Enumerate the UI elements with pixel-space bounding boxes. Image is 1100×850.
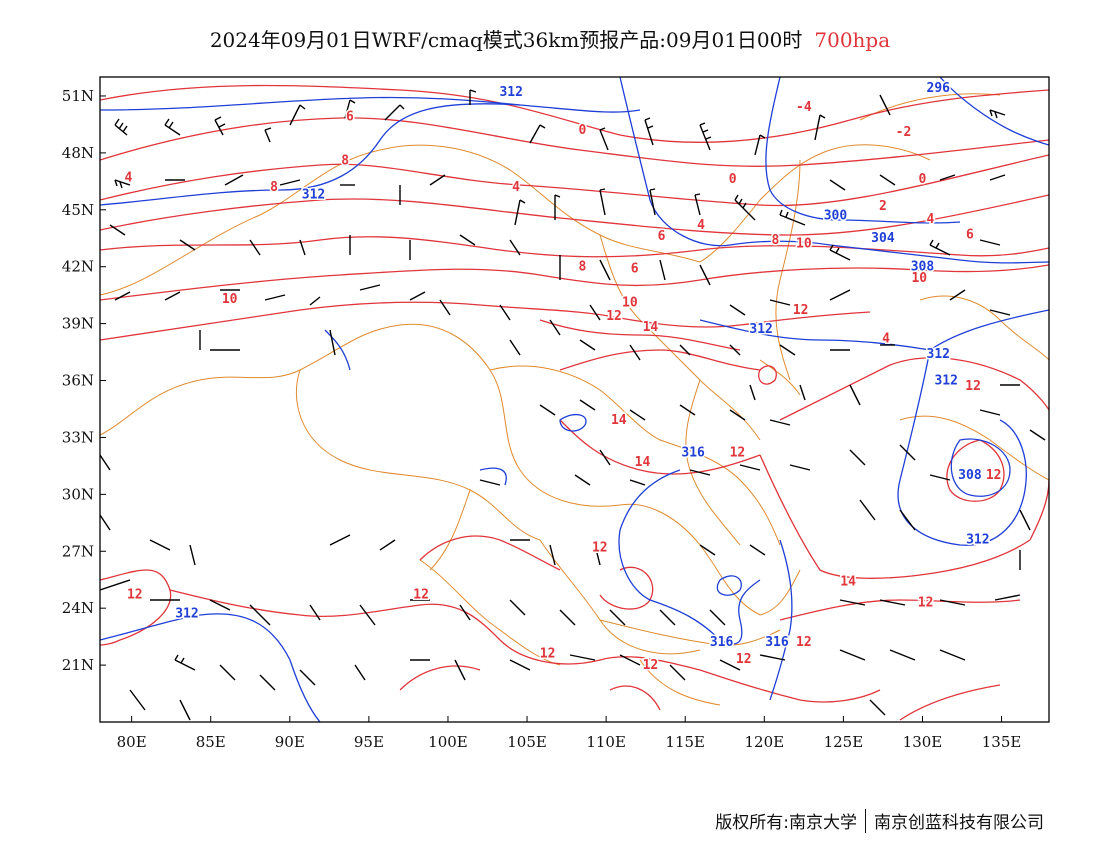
temperature-contour-label: 8 (341, 153, 349, 168)
temperature-contour-label: 12 (592, 540, 608, 555)
temperature-contour-label: 12 (540, 647, 556, 662)
temperature-contour-label: 8 (771, 233, 779, 248)
lon-tick-label: 110E (586, 733, 626, 751)
temperature-contour-label: 10 (796, 237, 812, 252)
lat-tick-label: 24N (62, 599, 94, 617)
height-contour-label: 312 (927, 347, 950, 362)
height-contour-label: 316 (765, 635, 789, 650)
footer-divider (865, 808, 866, 833)
temperature-contour-label: 12 (793, 303, 809, 318)
lon-tick-label: 80E (117, 733, 147, 751)
lat-tick-label: 45N (62, 201, 94, 219)
lat-tick-label: 48N (62, 144, 94, 162)
height-contour-label: 312 (499, 85, 522, 100)
lon-tick-label: 120E (745, 733, 785, 751)
temperature-contour-label: 12 (986, 468, 1002, 483)
lon-tick-label: 105E (507, 733, 547, 751)
temperature-contour-label: 14 (635, 455, 651, 470)
temperature-contour-label: 0 (578, 123, 586, 138)
height-contour-label: 296 (927, 81, 951, 96)
title-level: 700hpa (814, 28, 891, 52)
temperature-contour-label: 10 (622, 296, 638, 311)
temperature-contour-label: 14 (840, 574, 856, 589)
company-name: 南京创蓝科技有限公司 (874, 813, 1044, 833)
height-contour-label: 304 (871, 231, 895, 246)
temperature-contour-label: 4 (926, 212, 934, 227)
lat-tick-label: 30N (62, 485, 94, 503)
lat-tick-label: 42N (62, 258, 94, 276)
temperature-contour-label: 4 (697, 218, 705, 233)
temperature-contour-label: -4 (796, 100, 812, 115)
lat-tick-label: 39N (62, 315, 94, 333)
lon-tick-label: 90E (275, 733, 305, 751)
temperature-contour-label: 12 (965, 379, 981, 394)
temperature-contour-label: 12 (796, 635, 812, 650)
lat-tick-label: 27N (62, 542, 94, 560)
lat-tick-label: 21N (62, 656, 94, 674)
temperature-contour-label: 8 (270, 180, 278, 195)
temperature-contour-label: 6 (631, 261, 639, 276)
temperature-contour-label: 12 (730, 445, 746, 460)
temperature-contour-label: 2 (879, 199, 887, 214)
height-contours (100, 77, 1049, 722)
lon-tick-label: 135E (982, 733, 1022, 751)
temperature-contour-label: 10 (222, 292, 238, 307)
temperature-contour-label: 6 (346, 110, 354, 125)
temperature-contour-label: 12 (643, 658, 659, 673)
copyright-text: 版权所有:南京大学 (715, 813, 857, 833)
height-contour-label: 312 (175, 607, 198, 622)
temperature-contour-label: 14 (643, 320, 659, 335)
temperature-contours (100, 84, 1049, 721)
height-contour-label: 312 (966, 533, 989, 548)
lon-tick-label: 130E (903, 733, 943, 751)
temperature-contour-label: 14 (611, 413, 627, 428)
height-contour-label: 312 (302, 187, 325, 202)
temperature-contour-label: 12 (606, 309, 622, 324)
lat-tick-label: 51N (62, 87, 94, 105)
title-main: 2024年09月01日WRF/cmaq模式36km预报产品:09月01日00时 (209, 28, 803, 52)
height-contour-label: 312 (934, 373, 957, 388)
temperature-contour-label: 4 (882, 332, 890, 347)
height-contour-label: 316 (681, 445, 705, 460)
temperature-contour-label: 12 (127, 588, 143, 603)
boundary-lines (100, 93, 1049, 706)
axis-ticks: 80E 85E 90E 95E 100E 105E 110E 115E 120E 125E 130E… (62, 87, 1022, 751)
lon-tick-label: 115E (665, 733, 705, 751)
temperature-contour-label: 4 (512, 180, 520, 195)
height-contour-label: 308 (911, 260, 935, 275)
height-contour-label: 312 (749, 322, 772, 337)
lon-tick-label: 125E (824, 733, 864, 751)
temperature-contour-label: 12 (413, 588, 429, 603)
lat-tick-label: 36N (62, 372, 94, 390)
height-contour-label: 308 (958, 468, 982, 483)
temperature-contour-label: 8 (578, 260, 586, 275)
temperature-contour-label: -2 (896, 125, 912, 140)
height-contour-label: 316 (710, 635, 734, 650)
height-contour-label: 300 (824, 208, 848, 223)
map-frame (99, 76, 1050, 723)
lon-tick-label: 95E (354, 733, 384, 751)
temperature-contour-label: 0 (919, 172, 927, 187)
footer: 版权所有:南京大学 南京创蓝科技有限公司 (715, 808, 1044, 833)
map-title: 2024年09月01日WRF/cmaq模式36km预报产品:09月01日00时 7… (0, 24, 1100, 53)
lon-tick-label: 85E (196, 733, 226, 751)
lon-tick-label: 100E (428, 733, 468, 751)
temperature-contour-label: 12 (736, 652, 752, 667)
wind-barbs (100, 89, 1046, 721)
temperature-contour-label: 0 (729, 172, 737, 187)
temperature-contour-label: 4 (125, 170, 133, 185)
temperature-contour-label: 6 (658, 229, 666, 244)
temperature-contour-label: 12 (918, 595, 934, 610)
temperature-contour-label: 6 (966, 227, 974, 242)
lat-tick-label: 33N (62, 428, 94, 446)
temperature-contour-label: 10 (911, 271, 927, 286)
